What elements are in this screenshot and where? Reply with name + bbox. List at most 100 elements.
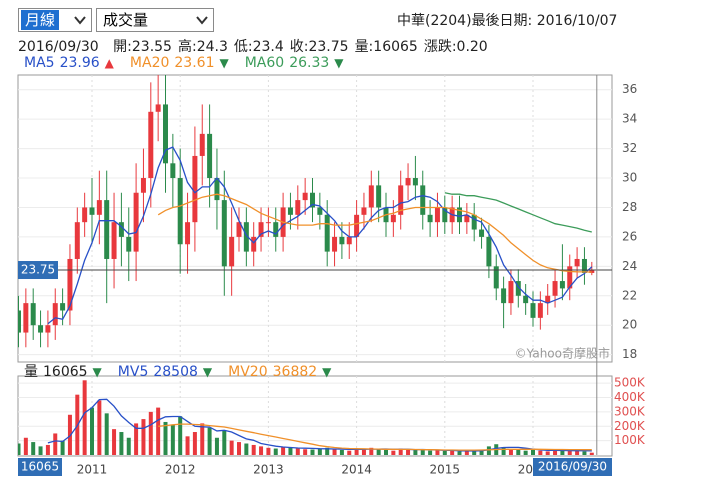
candle-body (243, 222, 249, 252)
volume-bar (104, 413, 109, 455)
quote-value: 0.20 (456, 39, 488, 55)
volume-bar (384, 449, 388, 455)
candle-body (302, 192, 308, 201)
watermark: ©Yahoo奇摩股市 (515, 346, 610, 361)
volume-bar (538, 450, 543, 455)
candle-body (574, 258, 580, 267)
candle-body (89, 207, 95, 215)
volume-bar (251, 444, 256, 455)
legend-name: MV20 (228, 364, 268, 380)
volume-bar (112, 429, 117, 455)
quote-value: 23.4 (252, 39, 284, 55)
volume-bar (442, 450, 447, 455)
legend-trend: ▲ (104, 56, 114, 70)
candle-body (229, 236, 235, 267)
candle-body (493, 266, 499, 289)
volume-bar (207, 427, 212, 455)
period-select[interactable]: 月線 (18, 8, 92, 32)
volume-bar (413, 449, 418, 455)
legend-value: 16065 (43, 364, 88, 380)
dropdown-arrow[interactable] (72, 12, 88, 28)
legend-name: 量 (24, 364, 38, 380)
dropdown-arrow[interactable] (194, 12, 210, 28)
candle-body (581, 258, 587, 273)
volume-bar (545, 451, 550, 455)
candle-body (177, 178, 183, 245)
quote-label: 量: (354, 39, 374, 55)
mv-line (47, 398, 592, 452)
legend-value: 26.33 (289, 55, 330, 71)
volume-label-box (18, 458, 62, 476)
price-plot (18, 75, 612, 362)
candle-body (545, 295, 551, 304)
candle-body (18, 310, 21, 333)
candle-body (118, 222, 124, 237)
candle-body (185, 222, 191, 245)
candle-body (412, 178, 418, 186)
legend-trend: ▼ (92, 365, 102, 379)
volume-bar (589, 452, 594, 455)
volume-bar (354, 449, 359, 455)
volume-bar (567, 449, 572, 455)
quote-label: 開: (113, 39, 132, 55)
candle-body (332, 236, 338, 252)
y-tick-label: 200K (614, 419, 646, 433)
volume-bar (457, 451, 462, 455)
quote-label: 漲跌: (423, 39, 457, 55)
ma-line (444, 192, 592, 233)
quote-value: 23.75 (308, 39, 349, 55)
volume-plot (18, 376, 612, 455)
candle-body (354, 214, 360, 237)
volume-bar (428, 450, 433, 455)
date-label-box (533, 458, 612, 476)
volume-label: 16065 (21, 460, 59, 474)
overlay: 18 20 22 24 26 28 30 32 34 36 100K200K300K400K500K… (18, 75, 646, 477)
candle-body (442, 207, 448, 223)
volume-bar (450, 450, 455, 455)
legend-name: MA5 (24, 55, 55, 71)
quote-value: 16065 (373, 39, 418, 55)
candle-body (67, 258, 73, 311)
candle-body (82, 207, 88, 223)
candle-body (376, 185, 382, 208)
candle-body (390, 214, 396, 223)
x-tick-label: 2015 (430, 463, 461, 477)
candle-body (236, 222, 242, 237)
volume-bar (200, 423, 205, 455)
candle-body (192, 155, 198, 223)
candle-body (486, 236, 492, 267)
candle-body (258, 222, 264, 237)
volume-bar (163, 421, 168, 455)
volume-bar (134, 423, 139, 455)
volume-bar (266, 447, 271, 455)
y-tick-label: 300K (614, 404, 646, 418)
candle-body (199, 133, 205, 156)
legend-value: 36882 (272, 364, 318, 380)
candle-body (170, 163, 176, 179)
volume-plot-border (17, 375, 613, 457)
volume-bar (237, 442, 241, 455)
y-tick-label: 24 (622, 259, 637, 273)
candle-body (317, 207, 323, 215)
ma-line (157, 193, 592, 273)
period-value[interactable]: 月線 (21, 10, 60, 30)
x-tick-label: 2012 (165, 463, 196, 477)
volume-bar (339, 449, 344, 455)
volume-bar (38, 446, 43, 455)
quote-value: 24.3 (196, 39, 228, 55)
quote-label: 高: (177, 39, 197, 55)
volume-bar (376, 449, 381, 455)
volume-bar (126, 437, 131, 455)
candle-body (126, 236, 132, 252)
volume-bar (516, 449, 521, 455)
candle-body (214, 178, 220, 201)
volume-bar (53, 433, 58, 455)
x-tick-label: 2014 (341, 463, 372, 477)
volume-bar (406, 449, 411, 455)
volume-bar (119, 432, 124, 455)
candle-body (133, 192, 139, 252)
indicator-select[interactable]: 成交量 (96, 8, 214, 32)
quote-label: 低: (233, 39, 253, 55)
indicator-value[interactable]: 成交量 (103, 11, 149, 29)
quote-value: 23.55 (131, 39, 172, 55)
